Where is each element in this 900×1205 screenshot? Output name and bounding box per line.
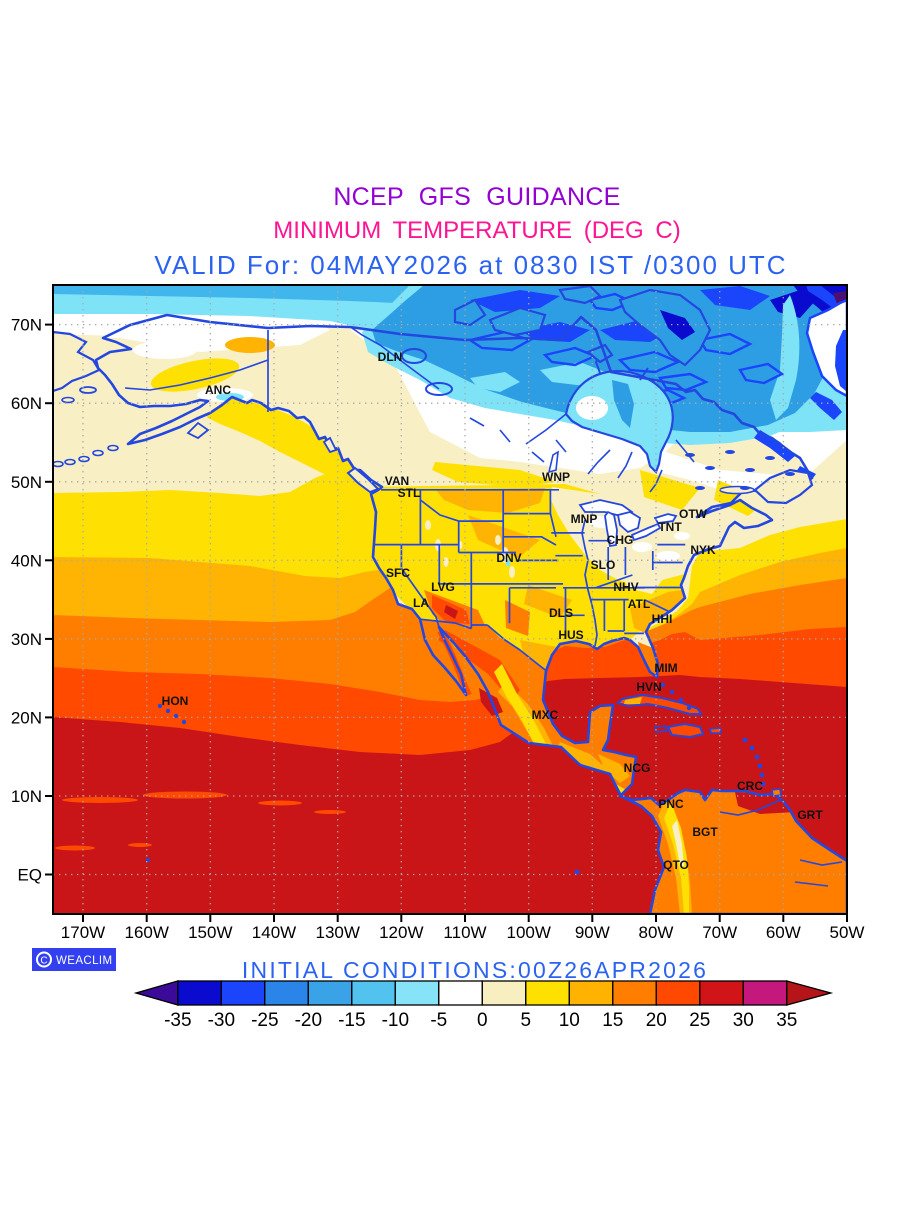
svg-text:30: 30 [733,1010,754,1031]
svg-text:-5: -5 [430,1010,447,1031]
svg-text:OTW: OTW [679,507,708,521]
svg-text:TNT: TNT [658,520,682,534]
svg-text:LA: LA [413,596,429,610]
svg-text:110W: 110W [443,923,486,942]
svg-text:90W: 90W [575,923,610,942]
svg-text:60W: 60W [766,923,801,942]
svg-text:10N: 10N [11,787,42,806]
svg-text:CRC: CRC [737,779,763,793]
svg-text:DLN: DLN [378,350,403,364]
svg-text:VAN: VAN [385,474,409,488]
svg-text:60N: 60N [11,394,42,413]
svg-text:70W: 70W [702,923,737,942]
svg-text:HVN: HVN [636,680,661,694]
svg-text:35: 35 [776,1010,797,1031]
svg-text:HON: HON [162,694,189,708]
svg-text:MXC: MXC [532,708,559,722]
svg-text:0: 0 [477,1010,488,1031]
svg-text:100W: 100W [506,923,550,942]
svg-text:80W: 80W [639,923,674,942]
svg-text:15: 15 [602,1010,623,1031]
svg-text:WNP: WNP [542,470,570,484]
svg-text:ANC: ANC [205,383,231,397]
svg-text:-15: -15 [338,1010,365,1031]
svg-text:50W: 50W [830,923,865,942]
svg-text:MIM: MIM [654,661,677,675]
svg-text:SFC: SFC [386,566,410,580]
svg-text:140W: 140W [252,923,296,942]
svg-text:25: 25 [689,1010,710,1031]
svg-text:NCG: NCG [624,761,651,775]
svg-text:INITIAL CONDITIONS:00Z26APR202: INITIAL CONDITIONS:00Z26APR2026 [242,957,708,983]
svg-text:QTO: QTO [663,858,689,872]
svg-text:40N: 40N [11,551,42,570]
svg-text:70N: 70N [11,316,42,335]
svg-text:SLO: SLO [591,558,616,572]
svg-text:120W: 120W [379,923,423,942]
svg-text:GRT: GRT [797,808,823,822]
svg-text:MINIMUM TEMPERATURE (DEG C): MINIMUM TEMPERATURE (DEG C) [273,217,680,244]
svg-text:CHG: CHG [607,533,634,547]
svg-text:NCEP GFS GUIDANCE: NCEP GFS GUIDANCE [333,183,620,211]
svg-text:WEACLIM: WEACLIM [56,955,112,967]
svg-text:20N: 20N [11,708,42,727]
svg-text:LVG: LVG [431,580,455,594]
svg-text:5: 5 [521,1010,532,1031]
svg-text:DNV: DNV [496,551,521,565]
svg-text:NHV: NHV [613,580,638,594]
svg-text:STL: STL [398,486,421,500]
svg-text:PNC: PNC [658,797,684,811]
svg-text:-10: -10 [382,1010,409,1031]
svg-text:160W: 160W [124,923,168,942]
svg-text:-20: -20 [295,1010,322,1031]
svg-text:130W: 130W [315,923,359,942]
svg-text:150W: 150W [188,923,232,942]
svg-text:C: C [40,956,47,967]
svg-text:MNP: MNP [571,512,598,526]
svg-text:30N: 30N [11,630,42,649]
svg-text:50N: 50N [11,473,42,492]
svg-text:NYK: NYK [690,543,716,557]
svg-text:20: 20 [646,1010,667,1031]
svg-text:ATL: ATL [628,597,650,611]
svg-text:EQ: EQ [17,866,42,885]
svg-text:10: 10 [559,1010,580,1031]
svg-text:HHI: HHI [652,612,673,626]
svg-text:-25: -25 [251,1010,278,1031]
svg-text:-30: -30 [208,1010,235,1031]
svg-text:BGT: BGT [692,825,718,839]
svg-text:VALID For: 04MAY2026 at 0830 I: VALID For: 04MAY2026 at 0830 IST /0300 U… [154,250,787,280]
svg-text:DLS: DLS [549,606,573,620]
svg-text:170W: 170W [61,923,105,942]
svg-text:HUS: HUS [558,628,583,642]
svg-text:-35: -35 [164,1010,191,1031]
